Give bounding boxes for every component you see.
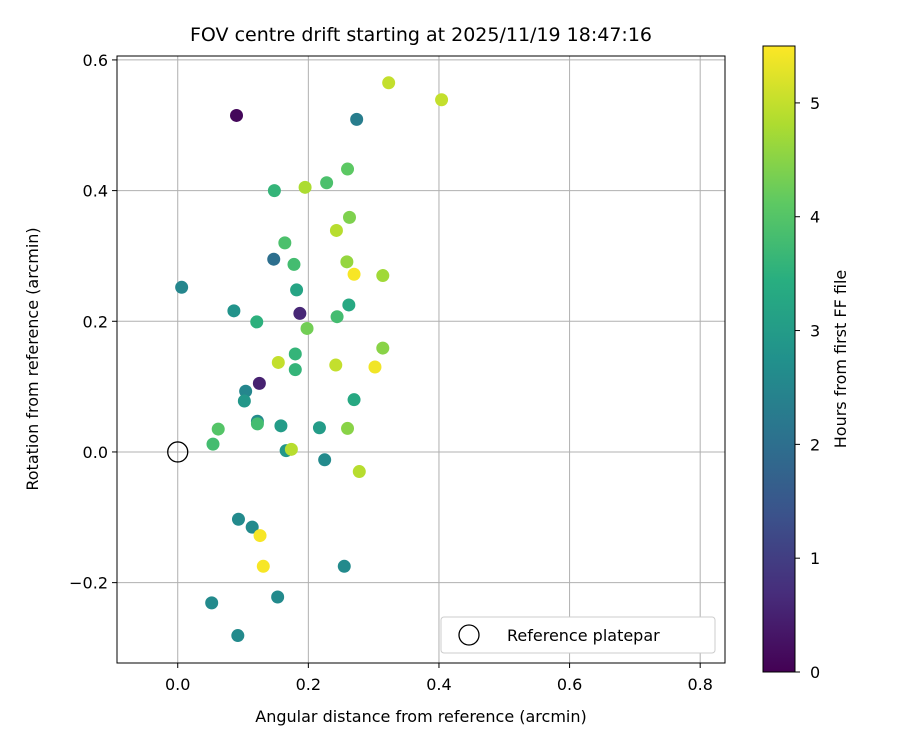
data-point <box>288 347 302 361</box>
x-tick-label: 0.8 <box>687 675 712 694</box>
data-point <box>329 358 343 372</box>
colorbar-tick-label: 5 <box>810 94 820 113</box>
data-point <box>237 394 251 408</box>
y-axis: −0.2 0.0 0.2 0.4 0.6 <box>69 51 117 593</box>
data-point <box>231 512 245 526</box>
data-point <box>376 269 390 283</box>
data-point <box>300 321 314 335</box>
data-point <box>252 376 266 390</box>
data-point <box>267 252 281 266</box>
data-point <box>267 184 281 198</box>
data-point <box>329 223 343 237</box>
data-point <box>230 108 244 122</box>
data-point <box>435 93 449 107</box>
colorbar: 0 1 2 3 4 5 Hours from first FF file <box>762 45 850 682</box>
colorbar-label: Hours from first FF file <box>831 270 850 449</box>
data-point <box>376 341 390 355</box>
y-tick-label: 0.6 <box>83 51 108 70</box>
data-point <box>205 596 219 610</box>
data-point <box>256 559 270 573</box>
data-point <box>318 453 332 467</box>
data-point <box>288 363 302 377</box>
y-tick-label: −0.2 <box>69 574 108 593</box>
data-point <box>342 210 356 224</box>
data-point <box>271 590 285 604</box>
data-point <box>253 529 267 543</box>
colorbar-tick-label: 0 <box>810 663 820 682</box>
x-tick-label: 0.6 <box>557 675 582 694</box>
data-point <box>368 360 382 374</box>
data-point <box>231 629 245 643</box>
data-point <box>290 283 304 297</box>
legend-reference-marker <box>458 624 480 646</box>
data-point <box>298 180 312 194</box>
colorbar-tick-label: 4 <box>810 208 820 227</box>
data-point <box>337 559 351 573</box>
data-point <box>227 304 241 318</box>
data-point <box>206 437 220 451</box>
data-point <box>239 384 253 398</box>
colorbar-gradient <box>762 45 796 673</box>
colorbar-tick-label: 3 <box>810 322 820 341</box>
y-tick-label: 0.2 <box>83 312 108 331</box>
data-point <box>320 176 334 190</box>
plot-frame <box>116 55 726 664</box>
data-point <box>284 442 298 456</box>
data-point <box>341 421 355 435</box>
data-point <box>347 393 361 407</box>
data-point <box>347 267 361 281</box>
data-point <box>175 280 189 294</box>
legend-label: Reference platepar <box>507 626 660 645</box>
data-point <box>330 310 344 324</box>
data-point <box>274 419 288 433</box>
data-point <box>271 355 285 369</box>
data-point <box>250 417 264 431</box>
y-tick-label: 0.0 <box>83 443 108 462</box>
data-point <box>382 76 396 90</box>
data-point <box>342 298 356 312</box>
grid <box>117 56 725 663</box>
colorbar-tick-label: 1 <box>810 549 820 568</box>
data-point <box>245 520 259 534</box>
data-point <box>312 421 326 435</box>
x-tick-label: 0.0 <box>165 675 190 694</box>
data-point <box>287 257 301 271</box>
data-point <box>340 255 354 269</box>
reference-platepar-marker <box>167 441 189 463</box>
y-axis-label: Rotation from reference (arcmin) <box>23 227 42 490</box>
data-point <box>350 112 364 126</box>
data-point <box>278 236 292 250</box>
data-point <box>352 465 366 479</box>
x-axis: 0.0 0.2 0.4 0.6 0.8 <box>165 663 713 694</box>
data-point <box>293 306 307 320</box>
chart-title: FOV centre drift starting at 2025/11/19 … <box>190 24 652 46</box>
x-tick-label: 0.2 <box>296 675 321 694</box>
scatter-points <box>167 76 449 643</box>
data-point <box>250 315 264 329</box>
data-point <box>341 162 355 176</box>
x-tick-label: 0.4 <box>426 675 451 694</box>
legend: Reference platepar <box>440 616 716 654</box>
colorbar-tick-label: 2 <box>810 435 820 454</box>
x-axis-label: Angular distance from reference (arcmin) <box>255 707 586 726</box>
colorbar-ticks: 0 1 2 3 4 5 <box>795 94 820 682</box>
data-point <box>211 422 225 436</box>
y-tick-label: 0.4 <box>83 182 108 201</box>
legend-box <box>440 616 716 654</box>
